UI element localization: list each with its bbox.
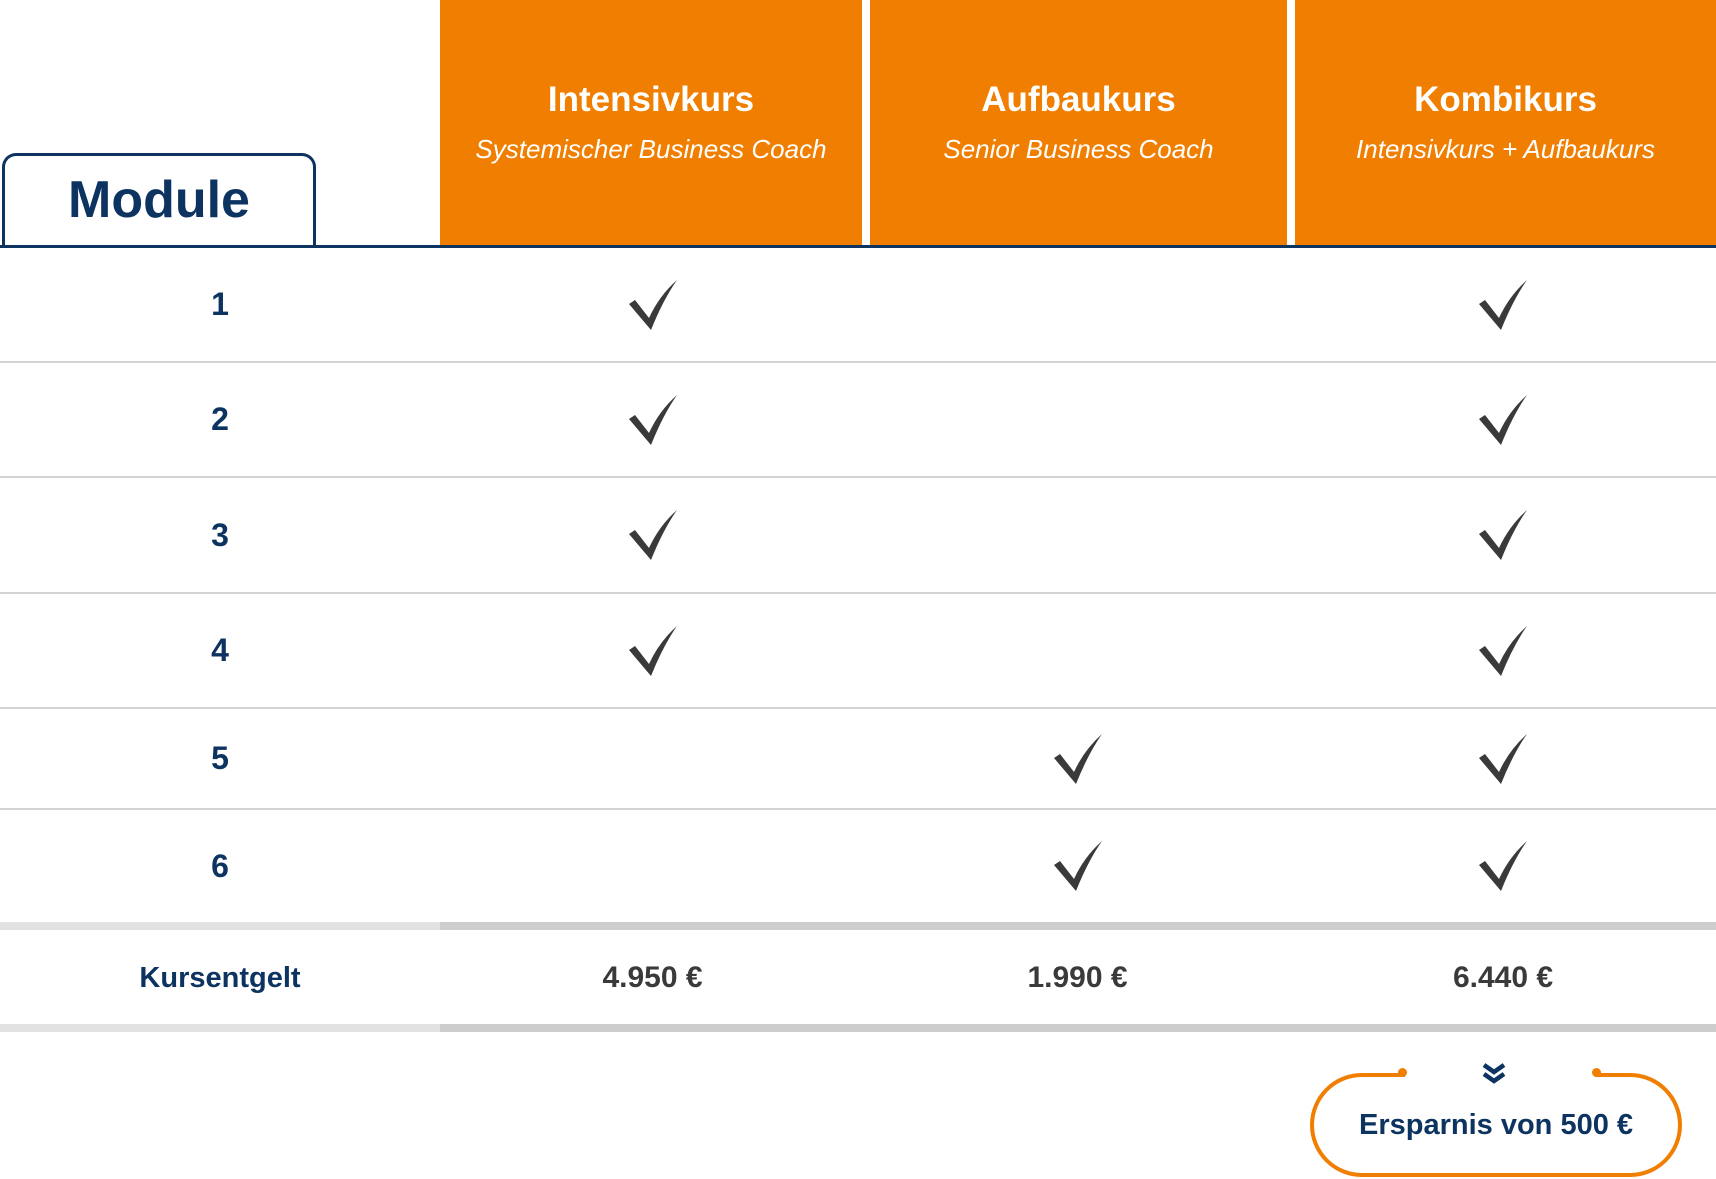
badge-dot	[1592, 1068, 1601, 1077]
table-row: 5	[0, 709, 1716, 810]
checkmark-icon	[1479, 394, 1527, 445]
table-row: 3	[0, 478, 1716, 594]
price-label: Kursentgelt	[139, 961, 301, 994]
check-cell	[440, 478, 865, 592]
course-subtitle: Intensivkurs + Aufbaukurs	[1356, 134, 1655, 164]
savings-badge: Ersparnis von 500 €	[1310, 1073, 1682, 1177]
header-intensivkurs: Intensivkurs Systemischer Business Coach	[440, 0, 862, 247]
check-cell	[865, 363, 1290, 476]
check-cell	[1290, 363, 1716, 476]
module-number: 2	[211, 401, 229, 437]
checkmark-icon	[1479, 510, 1527, 560]
module-number: 1	[211, 286, 229, 322]
check-cell	[1290, 478, 1716, 592]
checkmark-icon	[1479, 841, 1527, 891]
course-title: Kombikurs	[1414, 80, 1597, 119]
check-cell	[865, 810, 1290, 922]
checkmark-icon	[628, 510, 677, 560]
savings-label: Ersparnis von 500 €	[1358, 1108, 1634, 1141]
divider	[0, 922, 1716, 930]
check-cell	[865, 478, 1290, 592]
table-row: 4	[0, 594, 1716, 709]
course-title: Aufbaukurs	[981, 80, 1176, 119]
module-number: 3	[211, 516, 229, 553]
divider	[0, 1024, 1716, 1032]
price-kombikurs: 6.440 €	[1452, 961, 1554, 994]
checkmark-icon	[628, 394, 677, 445]
table-row: 1	[0, 248, 1716, 363]
checkmark-icon	[628, 625, 677, 676]
check-cell	[440, 363, 865, 476]
checkmark-icon	[628, 279, 677, 330]
check-cell	[440, 810, 865, 922]
module-tab: Module	[2, 153, 316, 247]
header-kombikurs: Kombikurs Intensivkurs + Aufbaukurs	[1295, 0, 1716, 247]
price-intensivkurs: 4.950 €	[602, 961, 703, 994]
checkmark-icon	[1479, 625, 1527, 676]
check-cell	[1290, 248, 1716, 361]
course-subtitle: Systemischer Business Coach	[475, 134, 827, 164]
checkmark-icon	[1479, 279, 1527, 330]
price-aufbaukurs: 1.990 €	[1027, 961, 1128, 994]
check-cell	[440, 594, 865, 707]
course-title: Intensivkurs	[547, 80, 755, 119]
module-number: 6	[211, 847, 229, 884]
header-aufbaukurs: Aufbaukurs Senior Business Coach	[870, 0, 1287, 247]
checkmark-icon	[1053, 733, 1102, 784]
header-divider	[0, 245, 1716, 248]
double-chevron-down-icon	[1482, 1063, 1506, 1084]
check-cell	[1290, 594, 1716, 707]
check-cell	[865, 709, 1290, 808]
check-cell	[440, 248, 865, 361]
table-row: 2	[0, 363, 1716, 478]
checkmark-icon	[1053, 841, 1102, 891]
check-cell	[440, 709, 865, 808]
price-row: Kursentgelt 4.950 € 1.990 € 6.440 €	[0, 930, 1716, 1026]
check-cell	[865, 248, 1290, 361]
checkmark-icon	[1479, 733, 1527, 784]
module-number: 5	[211, 740, 229, 776]
badge-dot	[1398, 1068, 1407, 1077]
check-cell	[1290, 810, 1716, 922]
badge-gap	[1405, 1062, 1595, 1082]
table-row: 6	[0, 810, 1716, 922]
check-cell	[1290, 709, 1716, 808]
course-subtitle: Senior Business Coach	[943, 134, 1214, 164]
module-number: 4	[211, 632, 229, 668]
check-cell	[865, 594, 1290, 707]
